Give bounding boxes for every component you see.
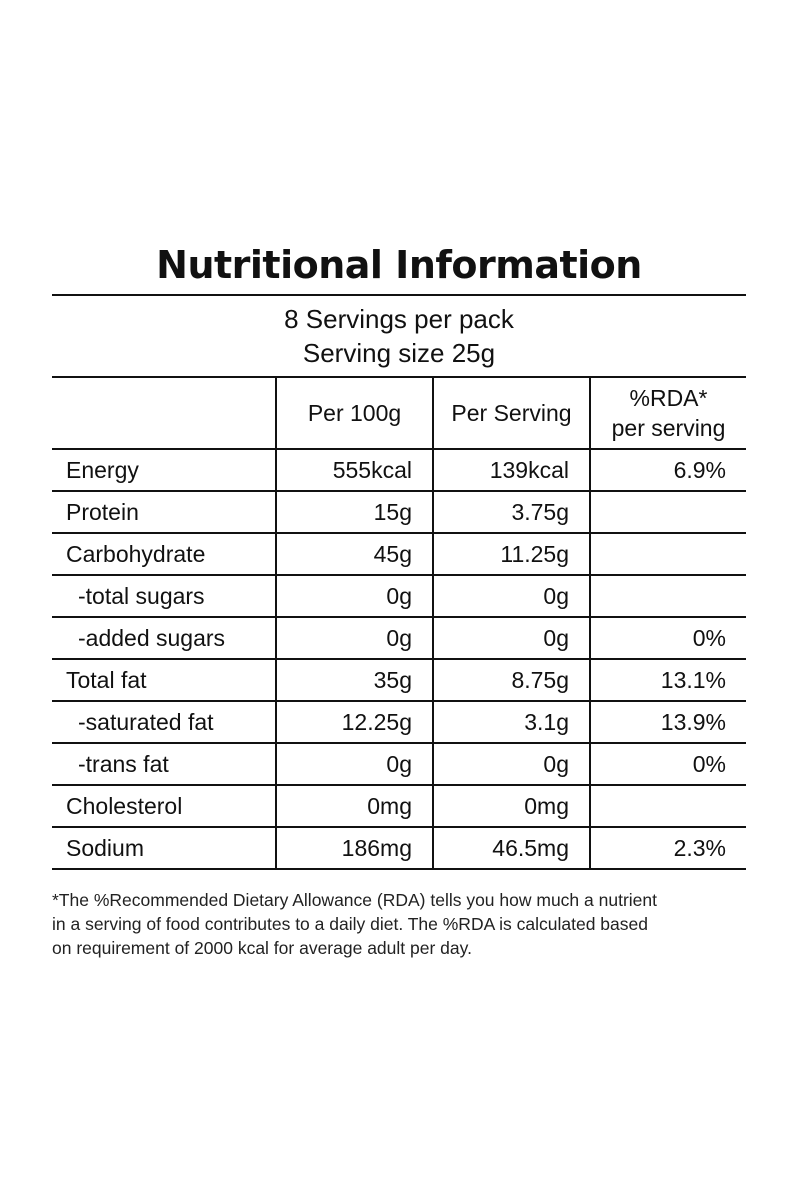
value-per-100g: 15g [275, 491, 433, 534]
value-per-100g: 35g [275, 659, 433, 702]
value-rda [589, 575, 746, 618]
table-row: Cholesterol 0mg 0mg [52, 785, 746, 828]
header-per-100g: Per 100g [275, 378, 433, 450]
value-per-serving: 139kcal [432, 449, 590, 492]
value-per-100g: 45g [275, 533, 433, 576]
label-title: Nutritional Information [52, 236, 746, 296]
value-rda [589, 533, 746, 576]
value-per-serving: 8.75g [432, 659, 590, 702]
table-row: -total sugars 0g 0g [52, 575, 746, 618]
value-per-serving: 0g [432, 743, 590, 786]
nutrient-rows: Energy 555kcal 139kcal 6.9% Protein 15g 3.75g C… [52, 449, 746, 870]
value-per-serving: 0g [432, 575, 590, 618]
header-nutrient [52, 378, 276, 450]
header-rda-line1: %RDA* [629, 385, 708, 411]
table-row: -added sugars 0g 0g 0% [52, 617, 746, 660]
value-per-serving: 0g [432, 617, 590, 660]
value-per-serving: 46.5mg [432, 827, 590, 870]
value-per-100g: 555kcal [275, 449, 433, 492]
value-per-100g: 0mg [275, 785, 433, 828]
serving-info: 8 Servings per pack Serving size 25g [52, 296, 746, 378]
value-per-100g: 0g [275, 617, 433, 660]
value-per-serving: 0mg [432, 785, 590, 828]
value-rda: 6.9% [589, 449, 746, 492]
table-row: Energy 555kcal 139kcal 6.9% [52, 449, 746, 492]
serving-size: Serving size 25g [302, 338, 496, 368]
nutrient-name: -added sugars [52, 617, 276, 660]
nutrient-name: -saturated fat [52, 701, 276, 744]
servings-per-pack: 8 Servings per pack [284, 304, 514, 334]
nutrient-name: Sodium [52, 827, 276, 870]
table-row: -saturated fat 12.25g 3.1g 13.9% [52, 701, 746, 744]
value-per-serving: 11.25g [432, 533, 590, 576]
nutrient-name: Protein [52, 491, 276, 534]
nutrient-name: Cholesterol [52, 785, 276, 828]
value-rda: 2.3% [589, 827, 746, 870]
table-row: Total fat 35g 8.75g 13.1% [52, 659, 746, 702]
value-per-100g: 0g [275, 743, 433, 786]
value-rda: 0% [589, 743, 746, 786]
header-rda-line2: per serving [611, 415, 726, 441]
rda-footnote: *The %Recommended Dietary Allowance (RDA… [52, 888, 746, 960]
value-per-serving: 3.1g [432, 701, 590, 744]
footnote-line: on requirement of 2000 kcal for average … [52, 938, 472, 958]
header-rda: %RDA* per serving [589, 378, 746, 450]
table-row: Sodium 186mg 46.5mg 2.3% [52, 827, 746, 870]
value-rda [589, 491, 746, 534]
table-row: -trans fat 0g 0g 0% [52, 743, 746, 786]
nutrient-name: Total fat [52, 659, 276, 702]
footnote-line: in a serving of food contributes to a da… [52, 914, 648, 934]
value-per-100g: 0g [275, 575, 433, 618]
footnote-line: *The %Recommended Dietary Allowance (RDA… [52, 890, 657, 910]
value-per-serving: 3.75g [432, 491, 590, 534]
value-rda: 0% [589, 617, 746, 660]
nutrient-table: Per 100g Per Serving %RDA* per serving E… [52, 378, 746, 870]
value-per-100g: 186mg [275, 827, 433, 870]
table-row: Protein 15g 3.75g [52, 491, 746, 534]
nutrient-name: -total sugars [52, 575, 276, 618]
header-per-serving: Per Serving [432, 378, 590, 450]
table-row: Carbohydrate 45g 11.25g [52, 533, 746, 576]
table-header-row: Per 100g Per Serving %RDA* per serving [52, 378, 746, 450]
nutrition-label: Nutritional Information 8 Servings per p… [52, 236, 746, 960]
value-per-100g: 12.25g [275, 701, 433, 744]
nutrient-name: Carbohydrate [52, 533, 276, 576]
value-rda: 13.1% [589, 659, 746, 702]
value-rda [589, 785, 746, 828]
nutrient-name: -trans fat [52, 743, 276, 786]
value-rda: 13.9% [589, 701, 746, 744]
nutrient-name: Energy [52, 449, 276, 492]
